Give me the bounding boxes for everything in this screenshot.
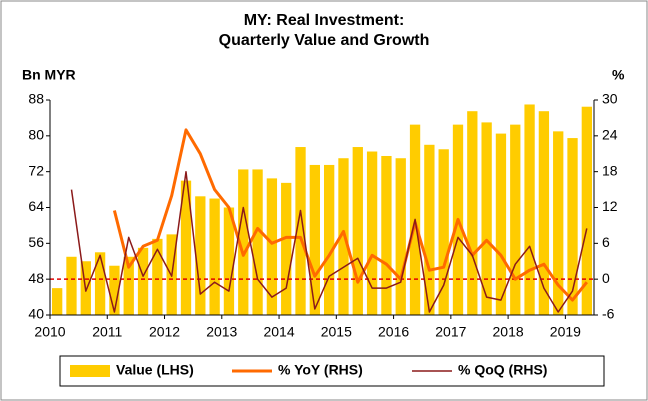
line bbox=[70, 170, 588, 313]
y-tick-label: 48 bbox=[28, 270, 44, 286]
x-tick-label: 2014 bbox=[263, 324, 294, 340]
bar bbox=[481, 122, 492, 315]
line bbox=[112, 128, 588, 302]
legend-box bbox=[59, 355, 605, 387]
bar bbox=[324, 164, 335, 315]
y2-tick-label: 18 bbox=[602, 162, 618, 178]
bar bbox=[252, 169, 263, 315]
legend-label: Value (LHS) bbox=[116, 362, 194, 378]
chart-subtitle: Quarterly Value and Growth bbox=[219, 32, 430, 49]
bar bbox=[109, 265, 120, 315]
y-tick-label: 72 bbox=[28, 162, 44, 178]
x-tick-label: 2011 bbox=[92, 324, 122, 340]
bar bbox=[52, 288, 63, 315]
bar bbox=[195, 196, 206, 315]
bar bbox=[266, 178, 278, 315]
bar bbox=[295, 147, 306, 315]
bar bbox=[581, 106, 592, 315]
x-tick-label: 2018 bbox=[493, 324, 524, 340]
y-tick-label: 80 bbox=[28, 127, 44, 143]
x-tick-label: 2017 bbox=[435, 324, 466, 340]
y2-tick-label: 6 bbox=[602, 234, 610, 250]
bar bbox=[209, 198, 220, 315]
bar bbox=[94, 252, 106, 315]
bar bbox=[152, 238, 163, 315]
bar bbox=[223, 207, 235, 315]
y2-tick-label: 30 bbox=[602, 91, 618, 107]
legend-label: % YoY (RHS) bbox=[278, 362, 363, 378]
chart-title: MY: Real Investment: bbox=[244, 12, 405, 29]
bar bbox=[495, 133, 507, 315]
y2-tick-label: -6 bbox=[602, 306, 615, 322]
y2-tick-label: 12 bbox=[602, 198, 618, 214]
x-tick-label: 2015 bbox=[321, 324, 352, 340]
bar bbox=[524, 104, 535, 316]
bar bbox=[381, 155, 392, 315]
bar bbox=[366, 151, 378, 315]
bar bbox=[238, 169, 249, 315]
bar bbox=[538, 111, 550, 316]
bar bbox=[553, 131, 564, 315]
y-tick-label: 64 bbox=[28, 198, 44, 214]
y2-axis-label: % bbox=[612, 67, 625, 83]
bar bbox=[424, 144, 435, 315]
bar bbox=[66, 256, 77, 315]
bar bbox=[467, 111, 478, 316]
bar bbox=[281, 182, 292, 315]
legend-swatch bbox=[70, 365, 110, 377]
bar bbox=[567, 138, 578, 315]
y2-tick-label: 24 bbox=[602, 127, 618, 143]
bar bbox=[137, 247, 149, 315]
bar bbox=[309, 164, 320, 315]
x-tick-label: 2010 bbox=[34, 324, 65, 340]
x-tick-label: 2013 bbox=[206, 324, 237, 340]
x-tick-label: 2019 bbox=[550, 324, 581, 340]
bar bbox=[180, 180, 192, 315]
bar bbox=[123, 256, 134, 315]
y-tick-label: 88 bbox=[28, 91, 44, 107]
bar bbox=[510, 124, 521, 316]
y2-tick-label: 0 bbox=[602, 270, 610, 286]
bar bbox=[352, 147, 363, 315]
y-tick-label: 40 bbox=[28, 306, 44, 322]
bar bbox=[395, 158, 406, 315]
y-axis-label: Bn MYR bbox=[22, 67, 76, 83]
legend-label: % QoQ (RHS) bbox=[458, 362, 547, 378]
x-tick-label: 2012 bbox=[149, 324, 180, 340]
y-tick-label: 56 bbox=[28, 234, 44, 250]
x-tick-label: 2016 bbox=[378, 324, 409, 340]
bar bbox=[438, 149, 449, 315]
